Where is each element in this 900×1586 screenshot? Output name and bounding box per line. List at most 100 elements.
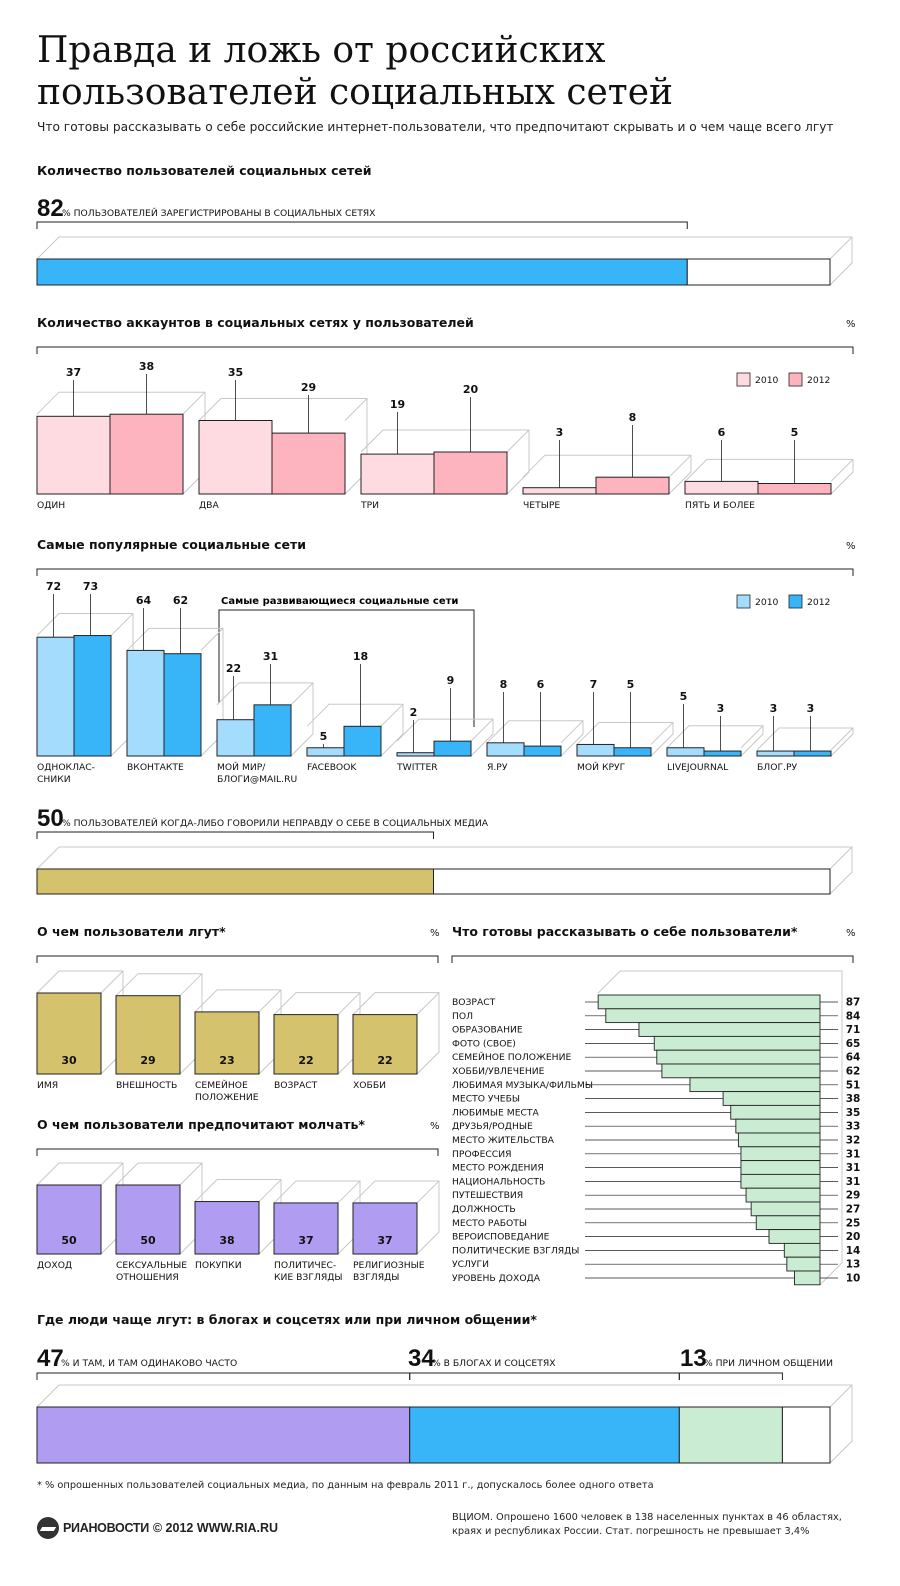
- tell-category-label: УСЛУГИ: [452, 1259, 489, 1270]
- lie-about-header-bracket: [36, 955, 439, 963]
- popular-category-label: МОЙ КРУГ: [577, 761, 626, 773]
- popular-category-label: Я.РУ: [487, 762, 508, 773]
- popular-bar-3d-frame: [110, 613, 134, 636]
- tell-value-label: 31: [846, 1148, 861, 1160]
- popular-bar: [756, 750, 795, 757]
- source-note: ВЦИОМ. Опрошено 1600 человек в 138 насел…: [452, 1512, 842, 1537]
- lie-about-bar-3d-frame: [100, 970, 124, 994]
- lie-about-bar: [115, 995, 181, 1075]
- tell-category-label: НАЦИОНАЛЬНОСТЬ: [452, 1176, 545, 1187]
- tell-bar: [794, 1270, 821, 1286]
- silent-category-label: ПОЛИТИЧЕС-: [274, 1260, 336, 1271]
- tell-category-label: ЛЮБИМАЯ МУЗЫКА/ФИЛЬМЫ: [452, 1080, 593, 1091]
- tell-value-label: 29: [846, 1190, 861, 1202]
- registered-big-number: 82: [37, 195, 64, 222]
- tell-value-label: 20: [846, 1231, 861, 1243]
- ria-logo-icon: [37, 1517, 59, 1539]
- lie-about-bar-3d-frame: [416, 992, 440, 1015]
- popular-value-label: 22: [226, 662, 241, 675]
- popular-value-label: 7: [590, 678, 598, 691]
- popular-bar: [666, 747, 705, 757]
- popular-category-label: ВКОНТАКТЕ: [127, 762, 184, 773]
- tell-value-label: 62: [846, 1066, 861, 1078]
- popular-value-label: 3: [770, 702, 778, 715]
- silent-category-label: ПОКУПКИ: [195, 1260, 242, 1271]
- tell-value-label: 10: [846, 1273, 861, 1285]
- lied-caption: % ПОЛЬЗОВАТЕЛЕЙ КОГДА-ЛИБО ГОВОРИЛИ НЕПР…: [62, 817, 489, 829]
- popular-pct-symbol: %: [846, 541, 856, 552]
- silent-category-label: РЕЛИГИОЗНЫЕ: [353, 1260, 425, 1271]
- tell-3d-frame: [597, 970, 843, 1286]
- tell-category-label: ВЕРОИСПОВЕДАНИЕ: [452, 1232, 550, 1243]
- accounts-value-label: 5: [791, 426, 799, 439]
- tell-bar: [597, 994, 821, 1010]
- lied-bar-fill: [36, 868, 434, 895]
- tell-bar: [661, 1063, 821, 1079]
- tell-value-label: 65: [846, 1038, 861, 1050]
- silent-category-label: ДОХОД: [37, 1260, 72, 1271]
- popular-bar: [126, 649, 165, 757]
- popular-bar-3d-frame: [650, 722, 674, 745]
- lie-about-bar: [352, 1014, 418, 1075]
- registered-bar-3d-frame: [829, 236, 853, 260]
- popular-bar: [253, 704, 292, 757]
- lie-about-bar: [194, 1011, 260, 1075]
- popular-bar-3d-frame: [740, 725, 764, 749]
- popular-bar: [36, 636, 75, 757]
- popular-value-label: 31: [263, 650, 278, 663]
- where-bar-rest: [781, 1406, 831, 1464]
- lie-about-bar: [36, 992, 102, 1075]
- popular-value-label: 5: [320, 730, 328, 743]
- accounts-legend-label: 2010: [755, 375, 779, 386]
- silent-bar: [194, 1201, 260, 1255]
- popular-bar-3d-frame: [380, 703, 404, 727]
- page-title: Правда и ложь от российских пользователе…: [37, 30, 673, 113]
- popular-category-label: LIVEJOURNAL: [667, 762, 729, 773]
- tell-bar: [722, 1091, 821, 1106]
- accounts-category-label: ТРИ: [360, 500, 379, 511]
- tell-category-label: ПУТЕШЕСТВИЯ: [452, 1190, 523, 1201]
- section-title-where: Где люди чаще лгут: в блогах и соцсетях …: [37, 1312, 537, 1327]
- section-title-accounts: Количество аккаунтов в социальных сетях …: [37, 315, 474, 330]
- registered-bar-fill: [36, 258, 688, 286]
- accounts-value-label: 29: [301, 381, 316, 394]
- ria-logo-brand: РИАНОВОСТИ: [63, 1521, 149, 1535]
- tell-bar: [735, 1118, 821, 1134]
- popular-bar: [523, 745, 562, 757]
- accounts-legend-swatch: [736, 372, 751, 387]
- accounts-category-label: ОДИН: [37, 500, 65, 511]
- tell-value-label: 33: [846, 1121, 861, 1133]
- popular-bar: [163, 653, 202, 757]
- tell-category-label: МЕСТО РОЖДЕНИЯ: [452, 1163, 544, 1174]
- tell-category-label: ПОЛИТИЧЕСКИЕ ВЗГЛЯДЫ: [452, 1245, 579, 1256]
- tell-category-label: УРОВЕНЬ ДОХОДА: [452, 1273, 541, 1284]
- popular-value-label: 5: [627, 678, 635, 691]
- where-segment-bracket: [36, 1372, 411, 1380]
- accounts-value-label: 6: [718, 426, 726, 439]
- lied-bar-rest: [433, 868, 831, 895]
- silent-category-label: СЕКСУАЛЬНЫЕ: [116, 1260, 187, 1271]
- tell-value-label: 38: [846, 1093, 861, 1105]
- popular-bar-3d-frame: [830, 727, 854, 751]
- accounts-header-bracket: [36, 346, 854, 354]
- tell-header-bracket: [451, 955, 854, 963]
- tell-category-label: ДОЛЖНОСТЬ: [452, 1204, 516, 1215]
- accounts-value-label: 8: [629, 411, 637, 424]
- accounts-legend-swatch: [788, 372, 803, 387]
- lie-about-bar: [273, 1014, 339, 1075]
- section-title-silent: О чем пользователи предпочитают молчать*: [37, 1117, 365, 1132]
- where-big-number: 13: [680, 1345, 707, 1372]
- popular-legend-swatch: [736, 594, 751, 609]
- registered-caption: % ПОЛЬЗОВАТЕЛЕЙ ЗАРЕГИСТРИРОВАНЫ В СОЦИА…: [62, 207, 375, 219]
- silent-bar-3d-frame: [179, 1162, 203, 1186]
- silent-header-bracket: [36, 1148, 439, 1156]
- popular-bar-3d-frame: [200, 628, 224, 651]
- silent-bar: [36, 1184, 102, 1255]
- accounts-bar: [595, 476, 670, 495]
- popular-bar-3d-frame: [560, 720, 584, 744]
- lie-pct-symbol: %: [430, 928, 440, 939]
- accounts-value-label: 20: [463, 383, 479, 396]
- page-subtitle: Что готовы рассказывать о себе российски…: [37, 120, 834, 134]
- lie-about-value-label: 22: [298, 1054, 313, 1067]
- footnote: * % опрошенных пользователей социальных …: [37, 1480, 654, 1491]
